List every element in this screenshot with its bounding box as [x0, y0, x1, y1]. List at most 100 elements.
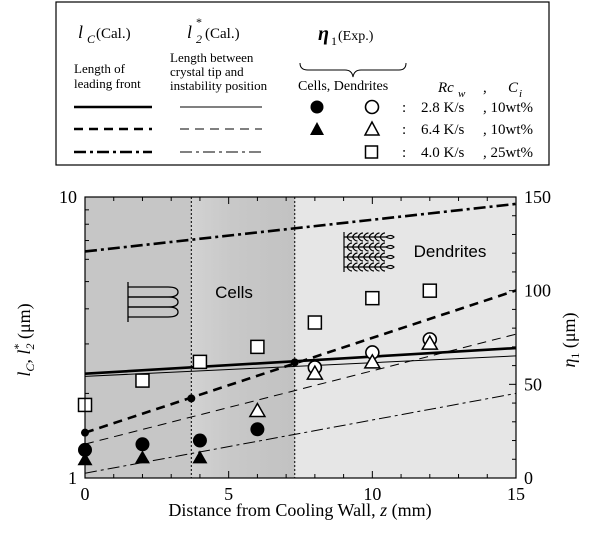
- y-right-label: η1 (μm): [559, 312, 582, 367]
- legend-row2-conc: , 10wt%: [483, 122, 533, 138]
- dendrite-arm: [362, 262, 369, 272]
- legend-row1-rate: 2.8 K/s: [421, 100, 465, 116]
- dendrite-arm: [373, 242, 380, 252]
- calc-lines: [81, 202, 517, 474]
- y-left-tick-label: 10: [59, 187, 77, 207]
- dendrite-arm: [357, 232, 364, 242]
- dendrite-arm: [379, 262, 386, 272]
- legend-marker-open-square: [364, 145, 379, 159]
- legend-rc-symbol: Rc: [437, 80, 454, 96]
- open-square-marker: [135, 373, 150, 388]
- dendrite-arm: [379, 242, 386, 252]
- y-right-tick-label: 100: [524, 281, 551, 301]
- dendrite-arm: [351, 252, 358, 262]
- legend-row3-conc: , 25wt%: [483, 145, 533, 161]
- legend-row3-rate: 4.0 K/s: [421, 145, 465, 161]
- dendrite-arm: [346, 252, 353, 262]
- x-tick-label: 10: [363, 484, 381, 504]
- legend-col3-subheader: Cells, Dendrites: [298, 79, 388, 94]
- plot-frame: [84, 196, 517, 479]
- dendrite-arm: [373, 232, 380, 242]
- legend-col1-symbol: l: [78, 22, 83, 42]
- legend-header-sep: ,: [483, 80, 487, 96]
- open-triangle-marker: [421, 334, 439, 350]
- legend-col1-desc2: leading front: [74, 76, 141, 91]
- y-left-label: lC, l2* (μm): [11, 303, 37, 376]
- dendrite-arm: [368, 242, 375, 252]
- legend-row3-colon: :: [402, 145, 406, 161]
- legend-col2-desc1: Length between: [170, 50, 254, 65]
- cells-label: Cells: [215, 283, 253, 302]
- cells-region: [191, 197, 295, 478]
- dendrites-sketch: [343, 232, 395, 272]
- cells-sketch: [127, 282, 179, 322]
- svg-text:lC, l2* (μm): lC, l2* (μm): [11, 303, 37, 376]
- legend-col1-desc1: Length of: [74, 61, 126, 76]
- initial-region: [85, 197, 192, 478]
- dendrite-tip: [385, 264, 395, 270]
- dendrite-arm: [362, 232, 369, 242]
- x-tick-label: 5: [224, 484, 233, 504]
- open-triangle-marker: [306, 364, 324, 380]
- dendrite-tip: [385, 254, 395, 260]
- legend-marker-open-circle: [364, 99, 380, 115]
- dendrite-arm: [379, 232, 386, 242]
- l2-line-4p0: [84, 392, 517, 474]
- onset-point: [187, 394, 196, 403]
- legend-col3-sub: 1: [331, 34, 337, 48]
- legend-marker-filled-circle: [310, 100, 324, 114]
- svg-text:η1 (μm): η1 (μm): [559, 312, 582, 367]
- dendrites-label: Dendrites: [414, 242, 487, 261]
- dendrite-arm: [351, 242, 358, 252]
- open-triangle-marker: [363, 353, 382, 369]
- dendrite-arm: [351, 262, 358, 272]
- dendrite-arm: [351, 232, 358, 242]
- filled-circle-marker: [192, 433, 207, 448]
- legend-c-symbol: C: [508, 80, 519, 96]
- axis-ticks: [84, 196, 517, 479]
- legend-col2-sub: 2: [196, 32, 202, 46]
- lc-line-6p4: [84, 289, 517, 434]
- filled-circle-marker: [250, 422, 265, 437]
- y-left-tick-label: 1: [68, 468, 77, 488]
- open-triangle-marker: [248, 402, 267, 418]
- dendrite-arm: [373, 252, 380, 262]
- dendrite-arm: [346, 242, 353, 252]
- legend: l C (Cal.) Length of leading front l 2 *…: [55, 1, 550, 166]
- legend-marker-open-triangle: [363, 120, 381, 136]
- dendrite-arm: [346, 262, 353, 272]
- onset-point: [290, 358, 299, 367]
- dendrite-arm: [362, 242, 369, 252]
- l2-line-2p8: [84, 355, 517, 377]
- lc-line-4p0: [84, 202, 517, 253]
- legend-col2-sup: *: [196, 15, 202, 29]
- filled-triangle-marker: [192, 450, 208, 464]
- y-right-tick-label: 0: [524, 468, 533, 488]
- legend-col2-desc3: instability position: [170, 78, 268, 93]
- legend-col2-desc2: crystal tip and: [170, 64, 244, 79]
- dendrite-arm: [373, 262, 380, 272]
- x-axis-label: Distance from Cooling Wall, z (mm): [168, 500, 431, 521]
- legend-col1-tag: (Cal.): [96, 26, 131, 42]
- dendrite-tip: [385, 244, 395, 250]
- legend-brace: [299, 62, 407, 78]
- legend-row1-conc: , 10wt%: [483, 100, 533, 116]
- legend-row2-rate: 6.4 K/s: [421, 122, 465, 138]
- dendrite-arm: [357, 262, 364, 272]
- dendrite-arm: [357, 252, 364, 262]
- y-right-tick-label: 150: [524, 187, 551, 207]
- exp-markers: [77, 283, 439, 466]
- legend-c-sub: i: [519, 88, 522, 100]
- open-square-marker: [422, 283, 438, 298]
- dendrite-arm: [362, 252, 369, 262]
- filled-circle-marker: [135, 437, 150, 452]
- dendrite-arm: [368, 232, 375, 242]
- open-square-marker: [192, 354, 208, 370]
- dendrite-arm: [379, 252, 386, 262]
- legend-marker-filled-triangle: [310, 122, 324, 135]
- legend-frame: [55, 1, 550, 166]
- y-right-tick-label: 50: [524, 374, 542, 394]
- legend-row1-colon: :: [402, 100, 406, 116]
